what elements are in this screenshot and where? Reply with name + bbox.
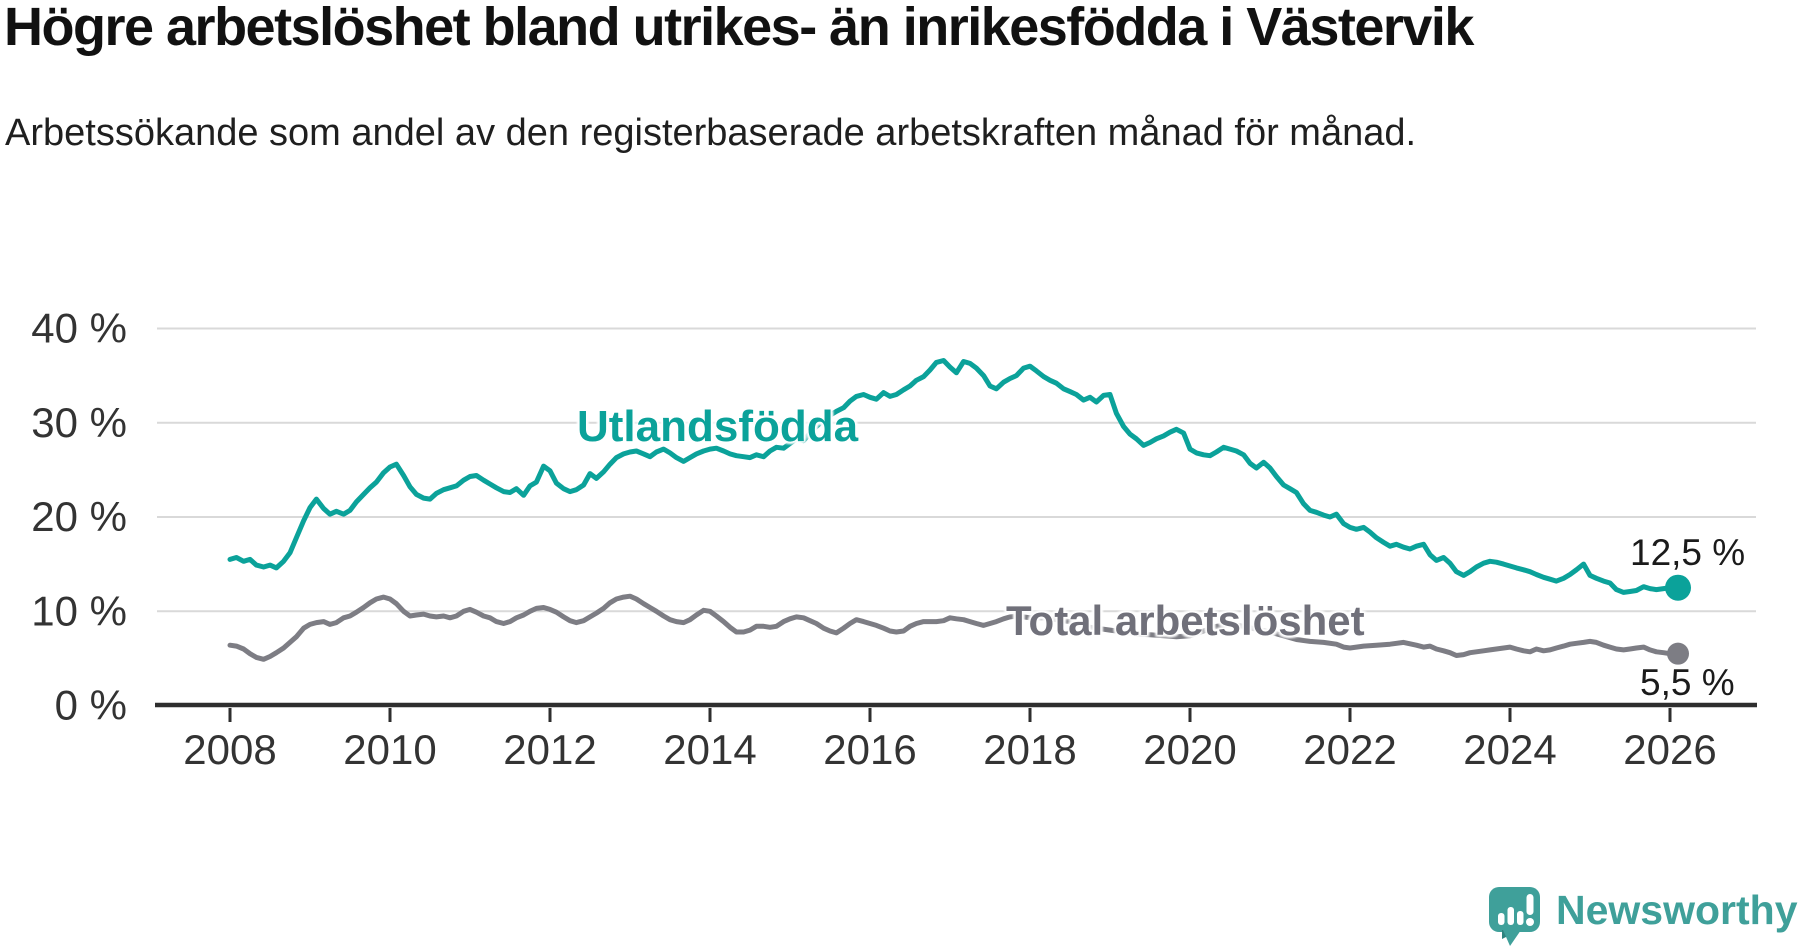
x-axis-label: 2008 [183,726,276,773]
x-axis-label: 2020 [1143,726,1236,773]
x-axis-label: 2018 [983,726,1076,773]
y-axis-label: 10 % [31,587,127,634]
x-axis-label: 2010 [343,726,436,773]
y-axis-label: 20 % [31,493,127,540]
page-title: Högre arbetslöshet bland utrikes- än inr… [4,0,1474,57]
series-end-dot-utlandsfodda [1665,574,1691,601]
series-label-utlandsfodda: Utlandsfödda [577,402,859,451]
newsworthy-logo-icon [1489,887,1540,946]
series-line-total [227,593,1681,662]
y-axis-label: 40 % [31,305,127,352]
page-subtitle: Arbetssökande som andel av den registerb… [5,112,1417,154]
series-label-total-arbetsloshet: Total arbetslöshet [1006,597,1365,644]
y-axis-label: 0 % [55,682,127,729]
x-axis-label: 2026 [1623,726,1716,773]
x-axis-label: 2012 [503,726,596,773]
x-axis-label: 2024 [1463,726,1556,773]
brand-name: Newsworthy [1556,887,1798,933]
newsworthy-logo: Newsworthy [1488,886,1798,948]
series-line-utlandsfodda [227,358,1681,595]
x-axis-label: 2014 [663,726,756,773]
x-axis-label: 2022 [1303,726,1396,773]
x-axis-label: 2016 [823,726,916,773]
y-axis-label: 30 % [31,399,127,446]
end-value-label-utlandsfodda: 12,5 % [1630,532,1746,573]
series-end-dot-total [1667,642,1689,665]
end-value-label-total: 5,5 % [1640,662,1735,703]
